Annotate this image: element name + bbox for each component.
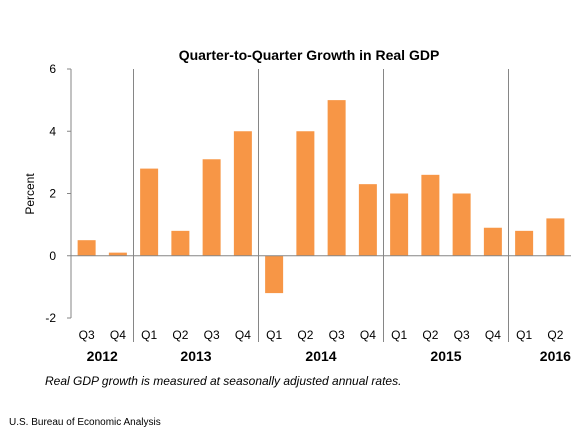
bar bbox=[233, 131, 252, 256]
x-tick-label: Q1 bbox=[391, 328, 407, 342]
x-tick-label: Q1 bbox=[266, 328, 282, 342]
chart-footnote: Real GDP growth is measured at seasonall… bbox=[45, 374, 402, 388]
x-tick-label: Q4 bbox=[235, 328, 251, 342]
year-label: 2013 bbox=[180, 348, 211, 364]
source-note: U.S. Bureau of Economic Analysis bbox=[9, 417, 161, 428]
bar bbox=[483, 227, 502, 256]
bar bbox=[296, 131, 315, 256]
x-tick-label: Q3 bbox=[454, 328, 470, 342]
bar bbox=[390, 193, 409, 256]
bar bbox=[421, 174, 440, 256]
y-axis-label: Percent bbox=[23, 173, 37, 215]
bar bbox=[265, 255, 284, 294]
y-tick-label: 4 bbox=[49, 124, 56, 138]
bar bbox=[202, 159, 221, 256]
x-tick-label: Q2 bbox=[547, 328, 563, 342]
bar bbox=[546, 218, 565, 256]
bar bbox=[515, 230, 534, 256]
bar bbox=[171, 230, 190, 256]
x-tick-label: Q1 bbox=[141, 328, 157, 342]
x-tick-label: Q3 bbox=[79, 328, 95, 342]
x-tick-label: Q2 bbox=[172, 328, 188, 342]
y-tick-label: 0 bbox=[49, 249, 56, 263]
x-tick-label: Q4 bbox=[360, 328, 376, 342]
x-tick-label: Q4 bbox=[110, 328, 126, 342]
x-tick-label: Q3 bbox=[329, 328, 345, 342]
y-tick-label: 2 bbox=[49, 187, 56, 201]
year-label: 2015 bbox=[430, 348, 461, 364]
chart-title: Quarter-to-Quarter Growth in Real GDP bbox=[179, 47, 440, 63]
year-label: 2012 bbox=[87, 348, 118, 364]
year-label: 2016 bbox=[540, 348, 571, 364]
x-tick-label: Q3 bbox=[204, 328, 220, 342]
x-tick-label: Q1 bbox=[516, 328, 532, 342]
bar bbox=[77, 240, 96, 256]
bar bbox=[108, 252, 127, 256]
y-tick-label: 6 bbox=[49, 62, 56, 76]
bar bbox=[452, 193, 471, 256]
bar bbox=[327, 100, 346, 256]
x-tick-label: Q2 bbox=[422, 328, 438, 342]
x-tick-label: Q4 bbox=[485, 328, 501, 342]
y-tick-label: -2 bbox=[45, 311, 56, 325]
bar bbox=[140, 168, 159, 256]
year-label: 2014 bbox=[305, 348, 336, 364]
x-tick-label: Q2 bbox=[297, 328, 313, 342]
bar bbox=[358, 184, 377, 256]
